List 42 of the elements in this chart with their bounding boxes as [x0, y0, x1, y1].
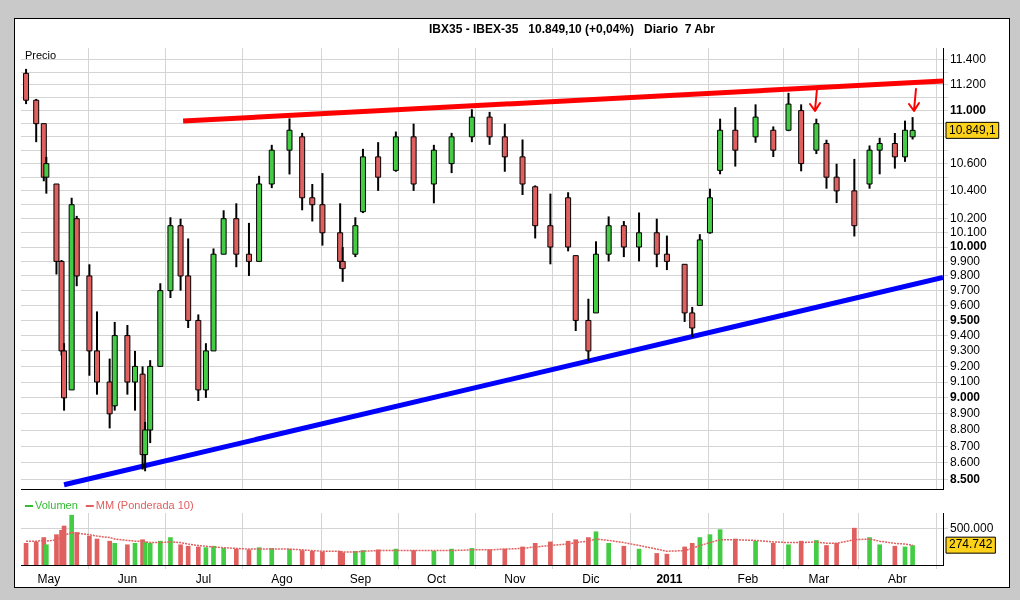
series-label: Volumen	[35, 499, 78, 512]
y-tick-label: 500.000	[950, 521, 994, 536]
y-tick-label: 9.400	[950, 327, 981, 342]
x-tick-label: May	[37, 571, 61, 586]
x-tick-label: Jul	[195, 571, 212, 586]
y-tick-label: 9.600	[950, 297, 981, 312]
x-tick-label: Oct	[427, 571, 447, 586]
y-tick-label: 10.100	[950, 225, 988, 240]
text: 274.742	[949, 537, 993, 552]
y-tick-label: 9.200	[950, 358, 981, 373]
x-tick-label: Ago	[271, 571, 293, 586]
x-tick-label: Nov	[504, 571, 526, 586]
y-tick-label: 11.000	[950, 102, 987, 117]
x-tick-label: Feb	[737, 571, 759, 586]
y-tick-label: 9.000	[950, 390, 981, 405]
x-tick-label: Mar	[808, 571, 830, 586]
y-tick-label: 9.300	[950, 343, 981, 358]
y-tick-label: 9.500	[950, 312, 981, 327]
y-tick-label: 8.700	[950, 438, 981, 453]
chart-title: IBX35 - IBEX-35 10.849,10 (+0,04%) Diario 7 Abr	[428, 21, 716, 38]
x-tick-label: Sep	[349, 571, 372, 586]
y-tick-label: 9.800	[950, 268, 981, 283]
y-tick-label: 8.600	[950, 455, 981, 470]
y-tick-label: 10.200	[950, 210, 988, 225]
y-axis-title: Precio	[25, 49, 57, 62]
x-tick-label: Dic	[582, 571, 600, 586]
text: 10.849,1	[949, 122, 997, 137]
y-tick-label: 9.900	[950, 253, 981, 268]
y-tick-label: 10.000	[950, 239, 988, 254]
legend-label: MM (Ponderada 10)	[95, 499, 194, 512]
x-tick-label: Jun	[117, 571, 138, 586]
y-tick-label: 9.100	[950, 374, 981, 389]
y-tick-label: 8.500	[950, 471, 981, 486]
y-tick-label: 10.400	[950, 183, 988, 198]
y-tick-label: 11.400	[950, 51, 987, 66]
y-tick-label: 10.600	[950, 155, 988, 170]
y-tick-label: 8.900	[950, 406, 981, 421]
y-tick-label: 9.700	[950, 282, 981, 297]
x-tick-label: Abr	[888, 571, 907, 586]
y-tick-label: 8.800	[950, 422, 981, 437]
x-tick-label: 2011	[656, 571, 683, 586]
y-tick-label: 11.200	[950, 77, 987, 92]
